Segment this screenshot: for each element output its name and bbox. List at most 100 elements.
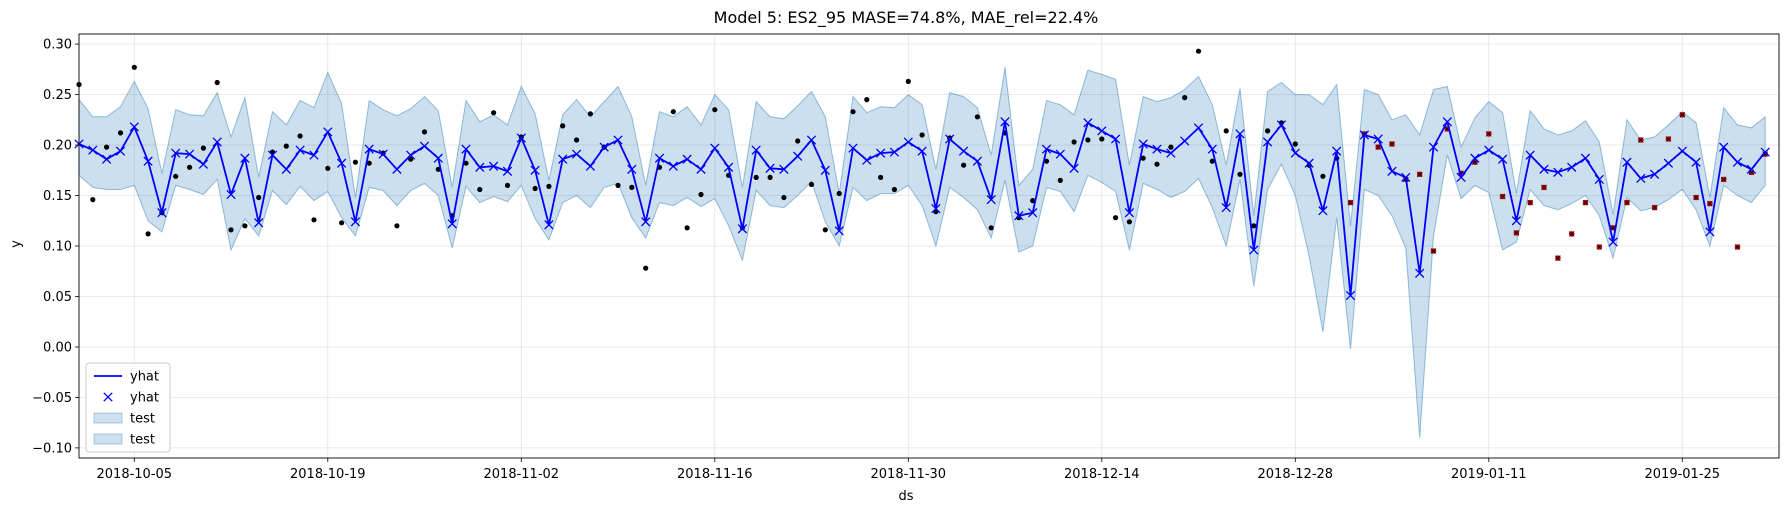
y-tick-label: 0.30 xyxy=(43,38,72,53)
actual-point xyxy=(1251,223,1257,229)
actual-point xyxy=(836,190,842,197)
test-point-marker xyxy=(1638,137,1644,143)
actual-point xyxy=(698,191,704,198)
actual-point xyxy=(214,79,220,86)
yhat-marker xyxy=(392,164,402,174)
x-tick-label: 2018-11-02 xyxy=(484,467,560,482)
actual-point xyxy=(753,174,759,180)
yhat-marker xyxy=(641,217,651,227)
legend-band-swatch xyxy=(93,433,123,445)
yhat-marker xyxy=(1207,144,1217,154)
test-point-marker xyxy=(1720,176,1727,183)
yhat-marker xyxy=(972,156,983,166)
yhat-marker xyxy=(1069,163,1079,173)
yhat-marker xyxy=(1705,227,1715,237)
test-point-marker xyxy=(1693,194,1699,201)
test-point-marker xyxy=(1347,199,1354,206)
yhat-marker xyxy=(502,166,513,176)
y-tick-label: 0.00 xyxy=(43,341,72,356)
yhat-marker xyxy=(1649,169,1660,179)
y-tick-label: 0.25 xyxy=(43,88,72,103)
yhat-marker xyxy=(309,150,319,160)
y-tick-label: −0.05 xyxy=(32,391,72,406)
yhat-marker xyxy=(1580,153,1591,163)
test-point-marker xyxy=(1375,144,1381,150)
yhat-marker xyxy=(115,146,126,156)
actual-point xyxy=(808,181,815,187)
yhat-marker xyxy=(862,155,872,165)
grid xyxy=(79,34,1779,458)
yhat-marker xyxy=(461,144,471,154)
yhat-marker xyxy=(184,149,195,159)
y-tick-label: 0.15 xyxy=(43,189,72,204)
yhat-marker xyxy=(806,135,817,145)
yhat-marker xyxy=(1055,149,1065,159)
yhat-marker xyxy=(820,165,830,175)
yhat-marker xyxy=(378,149,388,159)
yhat-marker xyxy=(1622,157,1632,167)
yhat-marker xyxy=(281,164,291,174)
yhat-marker xyxy=(1235,129,1245,139)
test-point-marker xyxy=(1582,199,1589,206)
actual-point xyxy=(421,129,428,135)
test-point-marker xyxy=(1568,231,1575,237)
yhat-marker xyxy=(737,224,748,234)
yhat-marker xyxy=(751,145,761,155)
actual-point xyxy=(767,174,773,180)
x-tick-label: 2018-10-19 xyxy=(290,467,366,482)
actual-point xyxy=(477,186,483,193)
actual-point xyxy=(988,225,994,231)
actual-point xyxy=(394,223,400,229)
test-point-marker xyxy=(1651,204,1658,211)
actual-point xyxy=(1182,95,1188,101)
yhat-marker xyxy=(1152,144,1162,154)
y-axis-label: y xyxy=(9,240,24,248)
test-point-marker xyxy=(1624,199,1630,206)
actual-point xyxy=(560,123,566,129)
yhat-marker xyxy=(1041,144,1052,154)
test-point-marker xyxy=(1499,193,1506,200)
yhat-marker xyxy=(958,146,969,156)
yhat-marker xyxy=(1608,237,1618,247)
yhat-marker xyxy=(1428,142,1439,152)
actual-point xyxy=(311,217,317,223)
yhat-marker xyxy=(254,218,264,228)
actual-point xyxy=(1209,158,1215,164)
y-tick-label: 0.10 xyxy=(43,240,72,255)
actual-point xyxy=(919,132,925,138)
yhat-marker xyxy=(336,158,347,168)
actual-point xyxy=(1292,141,1298,147)
actual-point xyxy=(297,133,303,139)
yhat-marker xyxy=(447,219,457,229)
yhat-marker xyxy=(1387,166,1397,176)
yhat-marker xyxy=(1525,150,1535,160)
yhat-marker xyxy=(101,154,112,164)
axes: −0.10 −0.05 0.00 0.05 0.10 0.15 0.20 0.25 0.30 20… xyxy=(32,33,1780,482)
actual-point xyxy=(1057,177,1063,183)
legend: yhat yhat test test xyxy=(85,362,171,453)
yhat-marker xyxy=(1442,117,1452,127)
test-point-marker xyxy=(1389,141,1395,147)
actual-point xyxy=(1071,139,1077,145)
actual-point xyxy=(104,144,110,150)
yhat-marker xyxy=(1083,118,1093,128)
test-point-marker xyxy=(1665,136,1672,142)
actual-point xyxy=(256,194,262,201)
actual-point xyxy=(1126,219,1132,225)
yhat-marker xyxy=(406,150,416,160)
legend-box xyxy=(85,362,171,453)
y-tick-label: 0.05 xyxy=(43,290,72,305)
legend-label: yhat xyxy=(130,370,159,385)
test-point-marker xyxy=(1486,131,1492,137)
yhat-marker xyxy=(1373,134,1383,144)
actual-point xyxy=(532,185,538,192)
yhat-marker xyxy=(419,141,430,151)
test-point-marker xyxy=(1762,151,1768,157)
yhat-marker xyxy=(1304,158,1314,168)
yhat-marker xyxy=(696,164,706,174)
yhat-marker xyxy=(917,146,927,156)
yhat-marker xyxy=(1567,162,1577,172)
test-point-marker xyxy=(1734,244,1741,250)
yhat-marker xyxy=(1719,142,1729,152)
yhat-marker xyxy=(171,148,181,158)
